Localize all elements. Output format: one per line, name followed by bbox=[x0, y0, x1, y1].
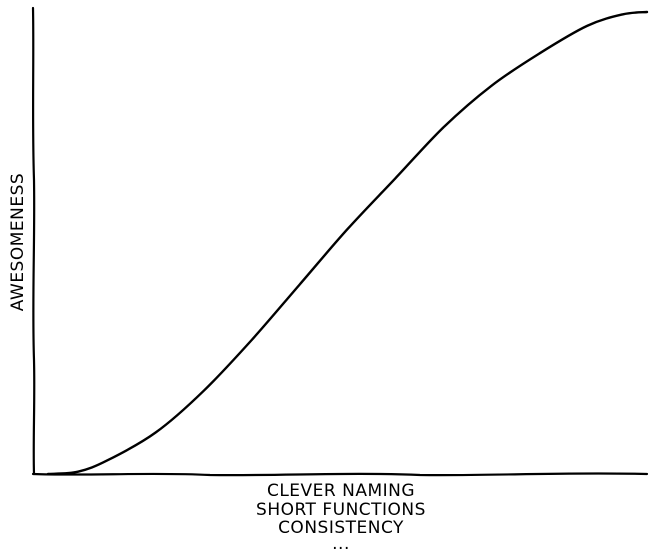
series-layer bbox=[46, 10, 649, 476]
x-axis-label-line-2: SHORT FUNCTIONS bbox=[256, 500, 426, 520]
x-axis-label: CLEVER NAMING SHORT FUNCTIONS CONSISTENC… bbox=[256, 481, 426, 554]
series-line-1 bbox=[46, 10, 649, 476]
axes bbox=[31, 6, 649, 477]
x-axis bbox=[31, 472, 649, 477]
x-axis-label-line-1: CLEVER NAMING bbox=[267, 481, 415, 501]
y-axis-label: AWESOMENESS bbox=[8, 173, 28, 311]
x-axis-label-line-3: CONSISTENCY bbox=[278, 518, 404, 538]
x-axis-label-line-4: ... bbox=[332, 534, 350, 554]
y-axis bbox=[31, 6, 36, 476]
